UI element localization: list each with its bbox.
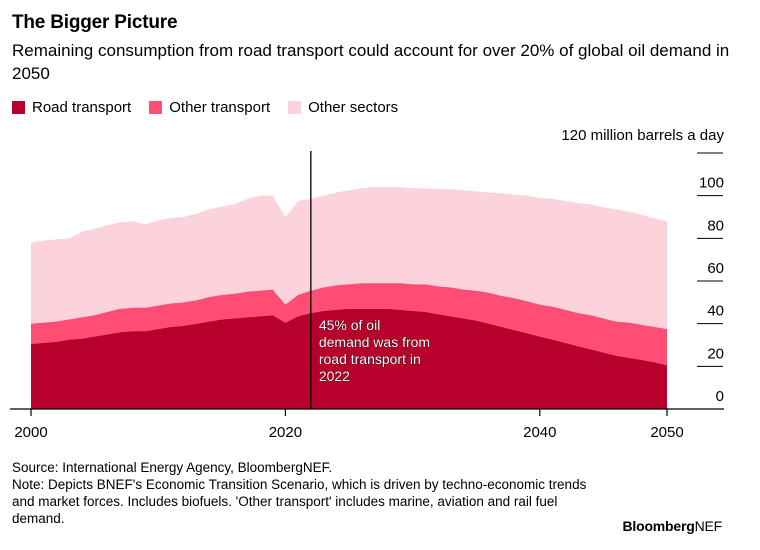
y-axis-unit-label: 120 million barrels a day (561, 127, 724, 144)
area-layer (31, 187, 667, 409)
y-tick-label-100: 100 (699, 175, 724, 192)
annotation-layer: 45% of oil demand was from road transport … (310, 151, 430, 409)
x-tick-label-2050: 2050 (650, 424, 683, 441)
chart-title: The Bigger Picture (12, 12, 178, 33)
legend-item-road-transport: Road transport (12, 99, 131, 116)
annotation-text-line: 45% of oil (319, 317, 380, 333)
y-tick-label-80: 80 (707, 217, 724, 234)
x-tick-label-2000: 2000 (14, 424, 47, 441)
annotation-text: 45% of oil demand was from road transport … (319, 317, 430, 384)
y-tick-label-60: 60 (707, 260, 724, 277)
footer: Source: International Energy Agency, Blo… (12, 459, 612, 527)
axes-layer: 2000 2020 2040 2050 (10, 408, 724, 441)
legend-item-other-transport: Other transport (149, 99, 270, 116)
y-gridlines: 0 20 40 60 80 100 (697, 152, 724, 410)
legend-swatch-other-transport (149, 101, 163, 114)
annotation-text-line: road transport in (319, 351, 421, 367)
x-tick-label-2020: 2020 (269, 424, 302, 441)
y-tick-label-20: 20 (707, 345, 724, 362)
legend-swatch-road-transport (12, 101, 25, 114)
legend: Road transport Other transport Other sec… (12, 99, 398, 116)
annotation-text-line: 2022 (319, 368, 350, 384)
area-other-transport (31, 283, 667, 366)
area-road-transport (31, 308, 667, 409)
chart-subtitle: Remaining consumption from road transpor… (12, 41, 730, 83)
logo-light-text: NEF (694, 518, 723, 534)
logo-bold-text: Bloomberg (622, 518, 695, 534)
bloombergnef-logo: BloombergNEF (623, 518, 723, 534)
legend-item-other-sectors: Other sectors (288, 99, 398, 116)
legend-swatch-other-sectors (288, 101, 302, 114)
y-tick-label-0: 0 (716, 388, 724, 405)
legend-label-other-transport: Other transport (169, 99, 271, 116)
legend-label-other-sectors: Other sectors (308, 99, 399, 116)
x-tick-label-2040: 2040 (523, 424, 556, 441)
note-text: Note: Depicts BNEF's Economic Transition… (12, 477, 587, 526)
annotation-text-line: demand was from (319, 334, 430, 350)
area-other-sectors (31, 187, 667, 329)
y-tick-label-40: 40 (707, 303, 724, 320)
legend-label-road-transport: Road transport (32, 99, 132, 116)
source-text: Source: International Energy Agency, Blo… (12, 460, 333, 475)
